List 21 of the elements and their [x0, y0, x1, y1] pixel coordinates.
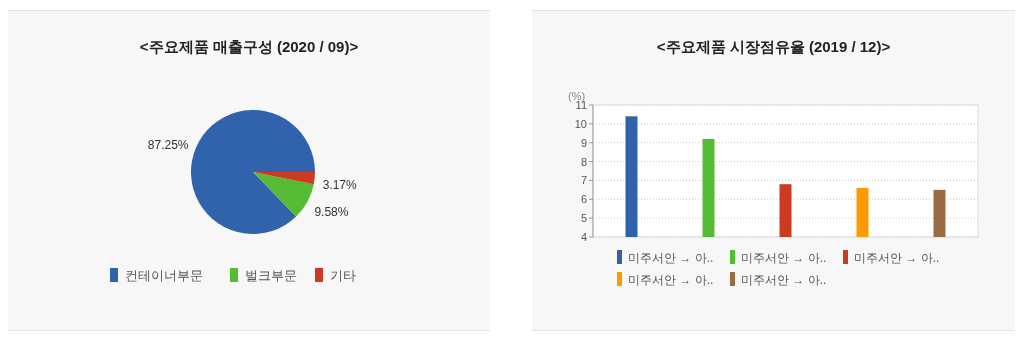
- legend-label: 미주서안 → 아..: [854, 251, 940, 265]
- legend-label: 벌크부문: [245, 268, 297, 283]
- y-axis-title: (%): [568, 90, 586, 102]
- y-tick-label: 6: [580, 193, 587, 206]
- chart-title: <주요제품 시장점유율 (2019 / 12)>: [656, 38, 891, 55]
- y-tick-label: 8: [580, 155, 587, 168]
- data-label: 3.17%: [322, 177, 358, 192]
- y-tick-label: 7: [580, 174, 587, 187]
- y-tick-label: 4: [580, 231, 587, 243]
- legend-label: 컨테이너부문: [125, 268, 203, 283]
- y-tick-label: 9: [580, 136, 587, 149]
- legend-label: 미주서안 → 아..: [628, 251, 714, 265]
- legend-label: 미주서안 → 아..: [741, 251, 827, 265]
- y-tick-label: 10: [574, 117, 587, 130]
- legend-label: 미주서안 → 아..: [741, 273, 827, 287]
- legend-label: 미주서안 → 아..: [628, 273, 714, 287]
- chart-title: <주요제품 매출구성 (2020 / 09)>: [139, 38, 359, 55]
- legend-label: 기타: [330, 268, 356, 283]
- data-label: 9.58%: [314, 204, 349, 219]
- data-label: 87.25%: [147, 137, 189, 152]
- y-tick-label: 5: [580, 212, 587, 225]
